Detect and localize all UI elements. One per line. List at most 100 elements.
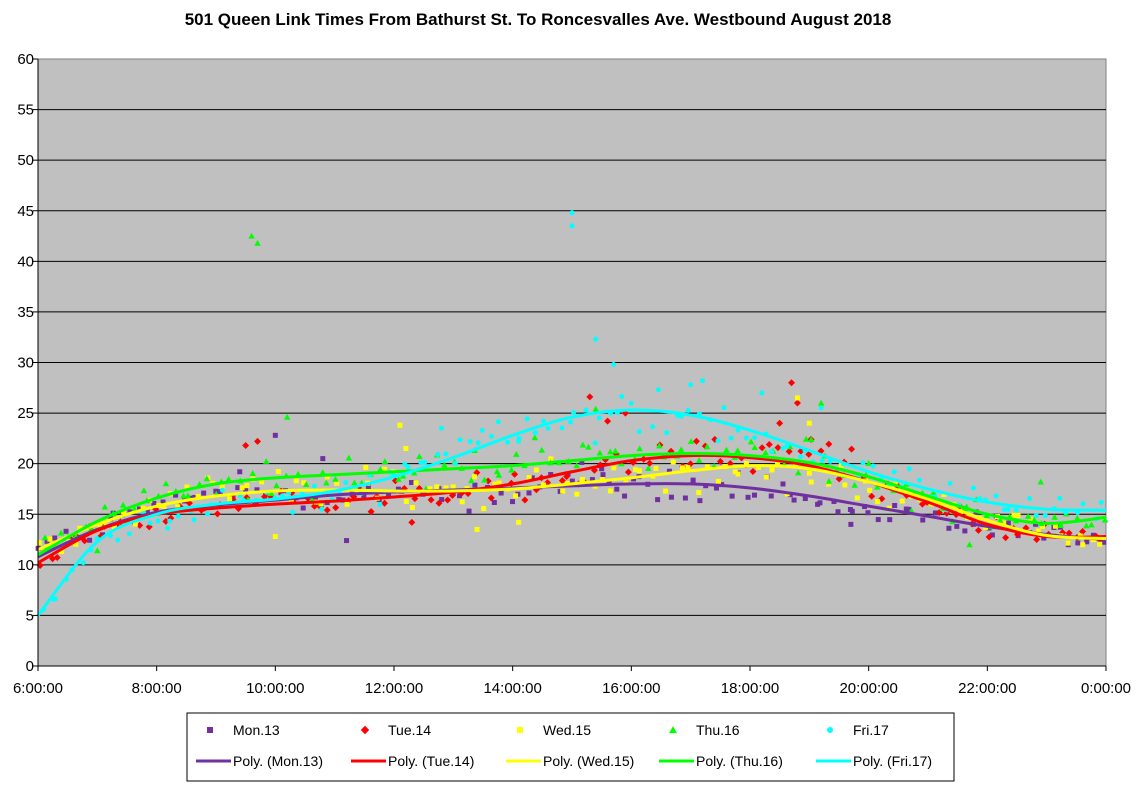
data-point bbox=[589, 477, 595, 483]
data-point bbox=[540, 418, 546, 424]
data-point bbox=[147, 520, 153, 526]
data-point bbox=[243, 487, 249, 493]
data-point bbox=[607, 448, 614, 455]
data-point bbox=[579, 476, 585, 482]
data-point bbox=[77, 525, 83, 531]
data-point bbox=[249, 470, 256, 477]
data-point bbox=[826, 481, 832, 487]
data-point bbox=[136, 521, 144, 529]
data-point bbox=[985, 533, 993, 541]
data-point bbox=[1024, 513, 1032, 519]
data-point bbox=[599, 466, 605, 472]
data-point bbox=[765, 440, 773, 448]
data-point bbox=[607, 488, 613, 494]
data-point bbox=[682, 495, 688, 501]
data-point bbox=[487, 494, 495, 502]
data-point bbox=[1040, 523, 1046, 529]
data-point bbox=[842, 482, 848, 488]
data-point bbox=[63, 528, 69, 534]
data-point bbox=[993, 493, 999, 499]
data-point bbox=[794, 395, 800, 401]
data-point bbox=[695, 457, 703, 463]
data-point bbox=[932, 510, 938, 516]
trend-line-4 bbox=[37, 452, 1107, 557]
data-point bbox=[1080, 542, 1086, 548]
data-point bbox=[802, 496, 808, 502]
data-point bbox=[666, 468, 672, 474]
data-point bbox=[807, 436, 815, 442]
legend-trend-label: Poly. (Tue.14) bbox=[388, 753, 474, 769]
x-tick-label: 0:00:00 bbox=[1081, 680, 1131, 697]
data-point bbox=[780, 481, 786, 487]
data-point bbox=[385, 491, 391, 497]
data-point bbox=[474, 526, 480, 532]
data-point bbox=[749, 467, 757, 475]
legend: Mon.13 Poly. (Mon.13) Tue.14 Poly. (Tue.14)… bbox=[186, 712, 955, 782]
data-point bbox=[759, 390, 765, 396]
data-point bbox=[865, 510, 871, 516]
data-point bbox=[242, 441, 250, 449]
data-point bbox=[559, 425, 565, 431]
data-point bbox=[313, 496, 319, 502]
data-point bbox=[700, 378, 706, 384]
data-point bbox=[481, 476, 488, 483]
data-point bbox=[444, 496, 452, 504]
data-point bbox=[479, 427, 485, 433]
data-point bbox=[471, 474, 477, 480]
data-point bbox=[1035, 528, 1041, 534]
data-point bbox=[492, 481, 498, 487]
y-tick-label: 5 bbox=[26, 607, 34, 624]
data-point bbox=[825, 440, 833, 448]
data-point bbox=[529, 475, 535, 481]
y-tick-label: 40 bbox=[17, 253, 34, 270]
data-point bbox=[324, 474, 330, 480]
data-point bbox=[345, 454, 353, 461]
data-point bbox=[1001, 507, 1007, 513]
data-point bbox=[747, 438, 755, 445]
data-point bbox=[115, 537, 121, 543]
data-point bbox=[427, 496, 435, 504]
data-point bbox=[397, 422, 403, 428]
data-point bbox=[408, 518, 416, 526]
data-point bbox=[891, 469, 897, 475]
data-point bbox=[162, 480, 170, 487]
trend-line-2 bbox=[37, 453, 1107, 565]
data-point bbox=[132, 521, 138, 527]
data-point bbox=[119, 501, 127, 508]
data-point bbox=[848, 521, 854, 527]
y-tick-label: 45 bbox=[17, 203, 34, 220]
data-point bbox=[395, 476, 402, 482]
y-tick-label: 50 bbox=[17, 152, 34, 169]
data-point bbox=[592, 440, 598, 446]
data-point bbox=[776, 419, 784, 427]
data-point bbox=[868, 492, 876, 500]
data-point bbox=[195, 493, 201, 499]
data-point bbox=[735, 427, 741, 433]
data-point bbox=[633, 467, 639, 473]
data-point bbox=[568, 419, 574, 425]
data-point bbox=[624, 468, 632, 476]
data-point bbox=[47, 536, 53, 542]
data-point bbox=[498, 490, 504, 496]
data-point bbox=[1084, 539, 1090, 545]
data-point bbox=[377, 502, 383, 508]
data-point bbox=[516, 519, 522, 525]
legend-label: Tue.14 bbox=[388, 722, 431, 738]
data-point bbox=[1001, 520, 1007, 526]
data-point bbox=[36, 540, 42, 546]
data-point bbox=[962, 528, 968, 534]
data-point bbox=[259, 479, 265, 485]
data-point bbox=[319, 469, 326, 475]
data-point bbox=[496, 480, 502, 486]
data-point bbox=[381, 499, 389, 507]
data-point bbox=[604, 417, 612, 425]
data-point bbox=[1101, 539, 1107, 545]
data-point bbox=[685, 465, 691, 471]
trend-line-5 bbox=[36, 408, 1107, 617]
y-tick-label: 10 bbox=[17, 557, 34, 574]
data-point bbox=[1033, 512, 1039, 518]
data-point bbox=[219, 483, 225, 489]
data-point bbox=[57, 529, 65, 536]
legend-label: Fri.17 bbox=[853, 722, 889, 738]
data-point bbox=[1041, 535, 1047, 541]
